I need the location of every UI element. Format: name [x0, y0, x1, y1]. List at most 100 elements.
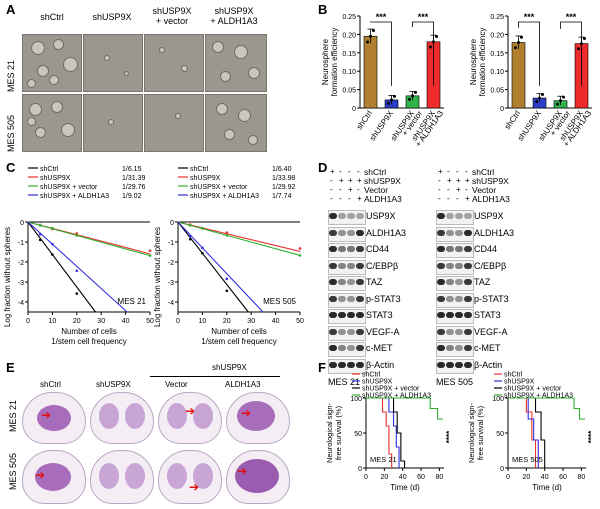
- panel-c-ytick-label: -1: [168, 240, 174, 247]
- panel-d-sign: -: [465, 185, 468, 194]
- brain-mes505-shctrl: ➔: [22, 450, 86, 504]
- panel-d-sign: -: [447, 194, 450, 203]
- panel-d-protein-label: p-STAT3: [474, 293, 509, 304]
- panel-d-condition-label: shUSP9X: [364, 176, 401, 186]
- panel-f-cell-label: MES 505: [512, 455, 543, 464]
- panel-f-xtick-label: 80: [436, 474, 444, 481]
- panel-d-band: [338, 345, 346, 351]
- panel-d-protein-label: ALDH1A3: [474, 227, 515, 238]
- panel-f-xtick-label: 0: [506, 474, 510, 481]
- panel-b-bar: [363, 35, 378, 109]
- panel-d-band: [437, 345, 445, 351]
- panel-d-band: [464, 213, 472, 219]
- panel-d-band: [455, 246, 463, 252]
- panel-c-series-line: [27, 221, 96, 313]
- panel-d-band: [446, 279, 454, 285]
- panel-b-point: [520, 35, 523, 39]
- panel-d-band: [338, 328, 346, 335]
- panel-f-legend-label: shUSP9X: [504, 379, 535, 386]
- panel-d-band: [455, 295, 463, 302]
- panel-f-ytick-label: 100: [350, 396, 362, 403]
- panel-c-point: [298, 247, 302, 250]
- panel-c-point: [38, 238, 42, 242]
- panel-a-col-shusp9x: shUSP9X: [92, 12, 132, 22]
- panel-d-band: [329, 328, 337, 335]
- panel-c-xlabel: Number of cells: [61, 327, 117, 336]
- panel-d-band: [356, 213, 364, 219]
- panel-a-col-vector: shUSP9X + vector: [152, 6, 192, 26]
- panel-e-row-mes21: MES 21: [8, 399, 18, 432]
- panel-c-point: [148, 254, 152, 257]
- panel-c-xtick-label: 20: [223, 318, 231, 325]
- panel-c-cell-label: MES 21: [118, 297, 147, 306]
- panel-c-legend-name: shUSP9X + vector: [190, 184, 248, 191]
- panel-d-band: [356, 312, 364, 318]
- brain-mes21-vector: ➔: [158, 392, 222, 444]
- panel-c-point: [51, 226, 54, 230]
- panel-d-sign: -: [330, 185, 333, 194]
- panel-f-legend-label: shCtrl: [362, 372, 381, 379]
- panel-a-col-shctrl: shCtrl: [40, 12, 64, 22]
- panel-d-band: [338, 213, 346, 219]
- panel-d-band: [455, 328, 463, 335]
- panel-c-point: [201, 246, 204, 250]
- panel-d-sign: -: [348, 167, 351, 176]
- panel-d-sign: +: [438, 167, 443, 176]
- panel-b-point: [559, 99, 562, 103]
- panel-b-bar: [511, 42, 526, 109]
- panel-d-band: [455, 361, 463, 368]
- micrograph-mes505-shctrl: [22, 94, 82, 152]
- panel-c-ytick-label: -3: [18, 280, 24, 287]
- panel-c-point: [75, 269, 79, 273]
- panel-c-legend-name: shCtrl: [190, 166, 209, 173]
- panel-d-band: [446, 295, 454, 302]
- panel-d-band: [455, 345, 463, 351]
- panel-d-condition-label: shCtrl: [472, 167, 495, 177]
- panel-a-row-mes21: MES 21: [6, 59, 16, 92]
- panel-c-ytick-label: -3: [168, 280, 174, 287]
- panel-b-ylabel: formation efficiency: [478, 28, 487, 97]
- panel-d-band: [356, 262, 364, 269]
- brain-mes21-shctrl: ➔: [22, 392, 86, 444]
- tumor-arrow-icon: ➔: [35, 468, 46, 482]
- panel-d-band: [329, 229, 337, 236]
- panel-c-point: [225, 231, 229, 234]
- panel-c-ylabel: Log fraction without spheres: [153, 227, 162, 327]
- panel-d-band: [338, 262, 346, 269]
- panel-b-point: [538, 96, 541, 100]
- panel-b-point: [535, 100, 538, 104]
- panel-b-point: [414, 90, 417, 94]
- panel-f-ylabel: free survival (%): [476, 405, 485, 460]
- panel-b-sig-stars: ***: [566, 12, 577, 22]
- panel-d-band: [329, 312, 337, 318]
- panel-c-legend-name: shUSP9X + ALDH1A3: [190, 193, 259, 200]
- panel-d-band: [464, 295, 472, 302]
- panel-c-point: [201, 251, 204, 255]
- panel-f-sig-stars: ****: [445, 430, 454, 443]
- panel-b-sig-bracket: [370, 21, 392, 86]
- panel-d-protein-label: C/EBPβ: [474, 260, 507, 271]
- panel-c-charts: shCtrl 1/6.15 shUSP9X 1/31.39 shUSP9X + vect…: [3, 166, 304, 346]
- panel-d-sign: -: [438, 194, 441, 203]
- panel-c-legend-freq: 1/6.40: [272, 166, 292, 173]
- panel-d-band: [464, 279, 472, 285]
- panel-d-sign: -: [447, 185, 450, 194]
- panel-b-point: [387, 101, 390, 105]
- panel-d-cell-label: MES 21: [328, 377, 361, 387]
- panel-f-legend-label: shUSP9X + ALDH1A3: [504, 393, 573, 400]
- panel-c-point: [38, 224, 42, 227]
- panel-d-band: [329, 295, 337, 302]
- panel-c-legend-freq: 1/7.74: [272, 193, 292, 200]
- panel-b-sig-bracket: [560, 21, 582, 86]
- panel-d-condition-label: shUSP9X: [472, 176, 509, 186]
- panel-f-xtick-label: 60: [417, 474, 425, 481]
- panel-d-band: [464, 229, 472, 236]
- panel-label-a: A: [6, 2, 16, 17]
- panel-d-sign: -: [438, 176, 441, 185]
- panel-c-xtick-label: 20: [73, 318, 81, 325]
- panel-f-legend-label: shUSP9X: [362, 379, 393, 386]
- panel-d-band: [347, 279, 355, 285]
- panel-d-band: [338, 312, 346, 318]
- micrograph-mes505-aldh1a3: [205, 94, 267, 152]
- panel-d-protein-label: p-STAT3: [366, 293, 401, 304]
